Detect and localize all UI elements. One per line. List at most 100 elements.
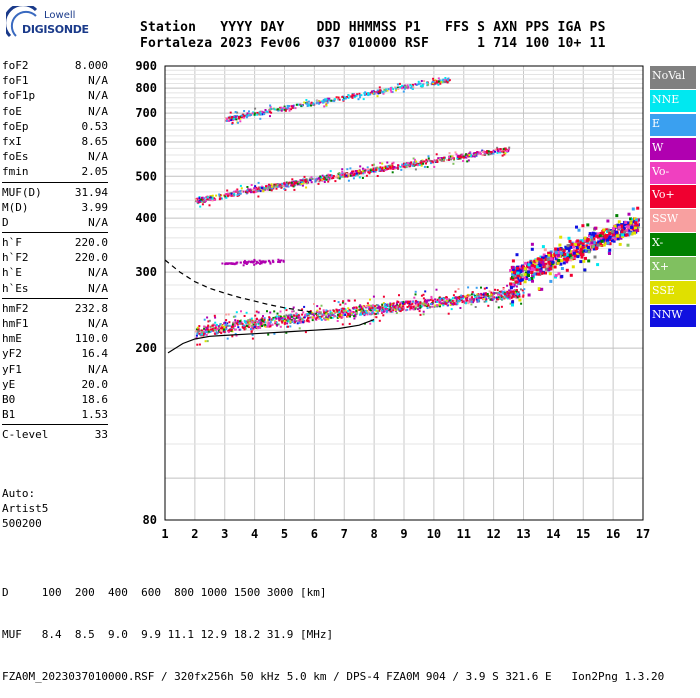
data-point [382, 90, 385, 93]
data-point [483, 151, 486, 154]
data-point [382, 309, 385, 312]
data-point [606, 219, 610, 223]
data-point [219, 194, 222, 196]
data-point [231, 335, 234, 338]
legend-item-sse: SSE [650, 281, 696, 304]
data-point [346, 168, 349, 171]
chart-grid [164, 65, 644, 520]
data-point [509, 286, 513, 290]
x-tick-label: 4 [251, 527, 258, 541]
data-point [456, 296, 459, 299]
x-tick-label: 10 [427, 527, 441, 541]
data-point [538, 261, 542, 265]
data-point [246, 115, 249, 118]
data-point [290, 105, 293, 108]
data-point [592, 241, 596, 244]
data-point [617, 220, 621, 224]
data-point [474, 295, 477, 298]
data-point [348, 299, 351, 302]
data-point [258, 320, 261, 323]
data-point [362, 312, 364, 315]
data-point [473, 293, 476, 296]
data-point [376, 95, 379, 98]
data-point [360, 305, 362, 308]
param-name: C-level [2, 428, 49, 442]
data-point [372, 163, 375, 166]
data-point [360, 94, 363, 97]
data-point [341, 170, 344, 173]
data-point [211, 197, 214, 200]
data-point [450, 301, 453, 304]
data-point [353, 299, 356, 302]
data-point [263, 321, 266, 324]
data-point [507, 296, 510, 299]
data-point [483, 292, 486, 295]
data-point [344, 309, 347, 312]
data-point [334, 180, 337, 183]
data-point [490, 151, 493, 153]
data-point [288, 181, 291, 184]
data-point [533, 259, 537, 263]
data-point [524, 261, 528, 265]
param-value: 8.000 [74, 59, 108, 72]
data-point [347, 307, 350, 310]
data-point [253, 263, 256, 266]
data-point [378, 91, 381, 94]
data-point [591, 245, 595, 249]
data-point [318, 176, 321, 179]
data-point [434, 300, 437, 303]
data-point [347, 314, 350, 317]
data-point [258, 319, 261, 322]
data-point [499, 296, 502, 299]
data-point [422, 304, 425, 307]
data-point [300, 179, 303, 182]
data-point [409, 300, 412, 303]
data-point [239, 117, 242, 120]
data-point [411, 83, 414, 86]
data-point [435, 153, 438, 156]
data-point [480, 293, 483, 296]
data-point [277, 258, 280, 261]
data-point [331, 313, 334, 316]
data-point [290, 321, 293, 323]
profile-curves [164, 259, 375, 354]
data-point [308, 103, 311, 106]
data-point [381, 162, 384, 165]
data-point [321, 178, 324, 181]
data-point [268, 189, 271, 191]
data-point [497, 296, 500, 299]
data-point [420, 163, 423, 166]
data-point [336, 176, 339, 179]
data-point [469, 154, 472, 156]
data-point [284, 319, 287, 322]
data-point [404, 163, 407, 166]
data-point [333, 315, 336, 318]
data-point [364, 91, 367, 94]
data-point [280, 186, 283, 189]
param-separator [2, 297, 108, 299]
data-point [538, 264, 542, 267]
data-point [198, 330, 201, 333]
data-point [283, 106, 286, 109]
data-point [401, 302, 404, 305]
data-point [341, 316, 344, 319]
data-point [545, 264, 549, 268]
data-point [421, 85, 424, 88]
data-point [338, 311, 341, 314]
data-point [259, 117, 262, 120]
data-point [198, 196, 201, 198]
data-point [354, 314, 357, 317]
data-point [294, 107, 297, 110]
data-point [283, 317, 286, 320]
header-value: 010000 [348, 36, 405, 51]
data-point [556, 247, 560, 251]
data-point [480, 296, 482, 299]
data-point [404, 166, 407, 169]
data-point [353, 94, 356, 97]
data-point [371, 312, 374, 315]
data-point [362, 172, 365, 175]
data-point [290, 181, 293, 184]
data-point [571, 265, 575, 269]
data-point [396, 83, 399, 86]
data-point [302, 321, 305, 324]
